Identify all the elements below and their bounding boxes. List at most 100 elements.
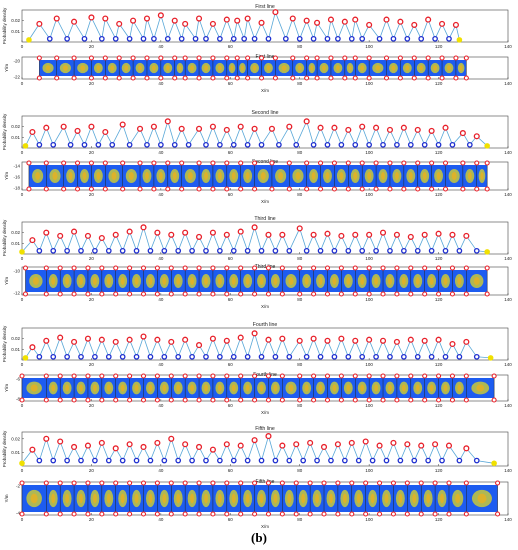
y-tick-label-1-1: 0.02 [11, 124, 20, 129]
peak-marker-0-10 [182, 20, 189, 27]
boundary-top-marker-1-13 [224, 160, 230, 166]
x-tick-label-4-7: 140 [504, 468, 512, 473]
trough-marker-1-10 [185, 141, 192, 148]
tree-blob-core-2-12 [203, 277, 208, 285]
tree-blob-core-0-28 [433, 65, 438, 71]
x-tick-label-2-5: 100 [365, 256, 373, 261]
boundary-bottom-marker-1-25 [401, 186, 407, 192]
tree-blob-core-2-11 [190, 277, 195, 285]
tree-blob-core-2-21 [332, 277, 337, 285]
boundary-bottom-marker-0-27 [411, 75, 417, 81]
x-tick-label-4-0: 0 [21, 468, 24, 473]
peak-marker-0-11 [195, 15, 203, 22]
peak-marker-0-24 [366, 21, 373, 28]
tree-blob-core-1-6 [128, 172, 134, 180]
peak-marker-3-11 [182, 336, 189, 343]
tree-blob-core-4-18 [287, 493, 292, 504]
boundary-top-marker-4-10 [168, 480, 174, 486]
boundary-bottom-marker-4-9 [154, 511, 160, 517]
boundary-bottom-marker-4-31 [463, 511, 469, 517]
boundary-bottom-marker-4-16 [252, 511, 258, 517]
boundary-bottom-marker-2-23 [352, 291, 358, 297]
trough-marker-4-6 [119, 457, 126, 464]
boundary-top-marker-1-15 [252, 160, 258, 166]
boundary-bottom-marker-3-23 [352, 397, 358, 403]
x-tick-label-1-4: 80 [297, 150, 303, 155]
x-tick-label-4-3: 60 [228, 468, 234, 473]
peak-marker-4-15 [237, 442, 244, 449]
tree-blob-core-2-25 [387, 277, 392, 285]
tree-blob-core-2-18 [288, 277, 294, 285]
strip-y-tick-0-1: -22 [13, 75, 20, 80]
peak-marker-1-30 [473, 133, 480, 140]
trough-marker-3-23 [359, 353, 366, 360]
boundary-top-marker-3-10 [168, 373, 174, 379]
tree-blob-core-4-31 [477, 493, 487, 504]
trough-marker-1-28 [449, 141, 456, 148]
boundary-top-marker-1-17 [286, 160, 292, 166]
boundary-bottom-marker-1-26 [415, 186, 421, 192]
trough-marker-4-9 [161, 457, 168, 464]
boundary-bottom-marker-2-19 [297, 291, 303, 297]
boundary-bottom-marker-4-29 [432, 511, 438, 517]
tree-blob-core-4-27 [412, 493, 417, 504]
tree-blob-core-2-2 [65, 277, 70, 285]
x-tick-label-3-2: 40 [158, 362, 164, 367]
tree-blob-core-4-29 [440, 493, 445, 504]
tree-blob-core-1-19 [325, 172, 330, 180]
tree-blob-core-4-2 [65, 493, 70, 504]
peak-marker-1-27 [428, 127, 435, 134]
boundary-bottom-marker-2-30 [449, 291, 456, 297]
boundary-top-marker-0-25 [383, 55, 390, 61]
tree-blob-core-1-25 [408, 172, 413, 180]
tree-blob-core-0-25 [391, 65, 396, 71]
boundary-top-marker-2-0 [22, 265, 29, 271]
trough-marker-3-15 [244, 353, 251, 360]
boundary-top-marker-4-15 [238, 480, 244, 486]
boundary-top-marker-4-32 [495, 480, 501, 486]
strip-y-tick-3-0: -6 [16, 377, 20, 382]
trough-marker-3-29 [442, 353, 449, 360]
peak-marker-1-8 [150, 123, 157, 130]
trough-marker-2-25 [387, 247, 393, 254]
boundary-bottom-marker-2-3 [71, 291, 77, 297]
endpoint-marker-0-0 [26, 37, 32, 43]
trough-marker-1-25 [407, 141, 414, 148]
trough-marker-2-29 [442, 247, 449, 254]
boundary-top-marker-3-4 [85, 373, 91, 379]
boundary-bottom-marker-2-13 [210, 291, 216, 297]
boundary-bottom-marker-0-24 [366, 75, 372, 81]
trough-marker-0-15 [251, 35, 258, 42]
trough-marker-2-6 [119, 247, 126, 254]
peak-marker-2-21 [324, 230, 331, 237]
boundary-top-marker-2-7 [127, 265, 133, 271]
peak-marker-2-1 [43, 229, 50, 236]
boundary-top-marker-3-26 [394, 373, 400, 379]
boundary-top-marker-0-11 [196, 55, 202, 61]
boundary-top-marker-4-30 [446, 480, 452, 486]
trough-marker-4-17 [272, 457, 279, 464]
peak-marker-1-26 [414, 126, 421, 133]
trough-marker-1-20 [338, 141, 345, 148]
peak-marker-0-30 [452, 21, 459, 28]
peak-marker-2-12 [195, 233, 203, 240]
peak-marker-1-21 [345, 126, 352, 133]
peak-marker-2-28 [421, 231, 428, 238]
boundary-bottom-marker-3-25 [380, 397, 386, 403]
boundary-top-marker-2-25 [380, 265, 386, 271]
peak-marker-3-22 [338, 335, 345, 342]
x-tick-label-0-5: 100 [365, 44, 373, 49]
boundary-bottom-marker-1-30 [474, 186, 480, 192]
boundary-bottom-marker-4-0 [19, 511, 25, 517]
plot-title-3: Fourth line [253, 322, 278, 328]
boundary-top-marker-2-3 [71, 265, 77, 271]
boundary-bottom-marker-2-15 [238, 291, 244, 297]
peak-marker-3-28 [421, 337, 428, 344]
peak-marker-3-6 [112, 338, 119, 345]
endpoint-marker-1-1 [484, 143, 490, 149]
peak-marker-4-4 [84, 442, 92, 449]
boundary-bottom-marker-1-14 [238, 186, 244, 192]
boundary-top-marker-1-22 [359, 160, 365, 166]
boundary-bottom-marker-4-10 [168, 511, 174, 517]
boundary-top-marker-3-11 [182, 373, 188, 379]
